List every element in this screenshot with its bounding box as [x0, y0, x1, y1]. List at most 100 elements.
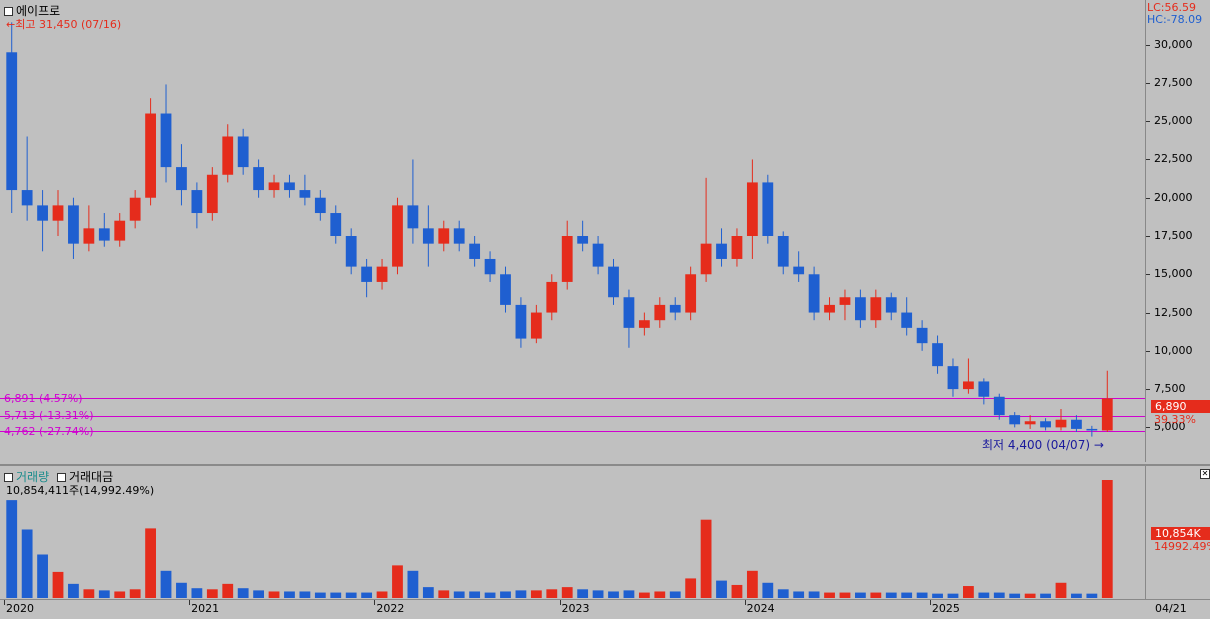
volume-bar	[500, 591, 511, 598]
volume-bar	[577, 589, 589, 598]
candle	[669, 297, 681, 321]
y-tick-label: 22,500	[1154, 152, 1193, 166]
volume-bar	[160, 570, 172, 598]
candle	[700, 177, 712, 282]
candle	[392, 197, 403, 275]
candle	[407, 159, 419, 244]
candle	[222, 124, 234, 183]
candle	[1024, 415, 1036, 429]
level-label-3: 4,762 (-27.74%)	[4, 425, 94, 438]
y-tick-mark	[1146, 121, 1150, 123]
candle	[870, 289, 882, 328]
volume-panel[interactable]: 거래량 거래대금 10,854,411주(14,992.49%)	[0, 466, 1145, 599]
y-tick-label: 7,500	[1154, 382, 1186, 396]
volume-axis[interactable]: ✕ 10,854K 14992.49%	[1145, 466, 1210, 599]
candle	[145, 98, 156, 206]
volume-bar	[870, 592, 882, 598]
pct-tag: 39.33%	[1154, 413, 1196, 426]
candle	[176, 144, 187, 206]
volume-bar	[638, 592, 650, 598]
candle	[98, 213, 110, 247]
volume-bar	[438, 590, 450, 598]
x-tick-label: 2025	[931, 602, 960, 615]
volume-bar	[83, 589, 95, 598]
candle	[947, 358, 959, 397]
candle	[1055, 409, 1067, 431]
candle	[129, 190, 141, 229]
candle	[191, 182, 203, 229]
high-annotation: ←최고 31,450 (07/16)	[6, 16, 121, 32]
candle	[885, 292, 897, 321]
tab-amount[interactable]: 거래대금	[68, 470, 114, 484]
y-tick-label: 27,500	[1154, 75, 1193, 89]
volume-bar	[176, 582, 187, 598]
amount-toggle-icon[interactable]	[56, 473, 66, 482]
volume-bar	[253, 590, 265, 598]
candle	[1101, 370, 1113, 432]
time-axis[interactable]: 2020 2021 2022 2023 2024 2025 04/21	[0, 599, 1210, 619]
volume-bar	[901, 592, 913, 598]
panel-toggle-icon[interactable]	[4, 7, 13, 16]
candle	[808, 266, 820, 321]
candle	[793, 251, 805, 282]
panel-divider[interactable]	[0, 464, 1210, 466]
x-tick-label: 2021	[191, 602, 220, 615]
price-axis[interactable]: LC:56.59 HC:-78.09 30,000 27,500 25,000 22,…	[1145, 0, 1210, 462]
level-label-2: 5,713 (-13.31%)	[4, 409, 94, 422]
lc-label: LC:56.59	[1147, 1, 1197, 14]
y-tick-mark	[1146, 82, 1150, 84]
candle	[330, 205, 342, 244]
volume-bar	[145, 528, 156, 598]
candle	[6, 22, 18, 214]
volume-bar	[669, 591, 681, 598]
candle	[577, 220, 589, 252]
candle	[978, 378, 990, 405]
volume-bar	[237, 588, 249, 598]
candle	[839, 289, 851, 321]
y-tick-label: 30,000	[1154, 37, 1193, 51]
volume-bar	[546, 589, 558, 598]
candle	[638, 312, 650, 336]
y-tick-mark	[1146, 159, 1150, 161]
candle	[268, 174, 280, 198]
candle	[484, 251, 496, 282]
candle	[530, 304, 542, 344]
tab-volume[interactable]: 거래량	[16, 470, 50, 484]
volume-bar	[453, 591, 465, 598]
price-chart[interactable]	[0, 0, 1145, 462]
volume-bar	[268, 591, 280, 598]
candle	[623, 289, 635, 348]
candle	[916, 320, 928, 351]
volume-bar	[6, 500, 18, 598]
y-tick-label: 5,000	[1154, 420, 1186, 434]
y-tick-label: 12,500	[1154, 305, 1193, 319]
volume-bar	[407, 570, 419, 598]
volume-toggle-icon[interactable]	[4, 473, 13, 482]
volume-bar	[731, 584, 743, 598]
y-tick-label: 10,000	[1154, 343, 1193, 357]
candle	[854, 289, 866, 328]
volume-bar	[361, 592, 373, 598]
candle	[299, 174, 311, 206]
price-tag: 6,890	[1151, 400, 1210, 413]
price-panel[interactable]: 에이프로 ←최고 31,450 (07/16) 최저 4,400 (04/07)…	[0, 0, 1145, 462]
right-arrow-icon: →	[1090, 438, 1104, 452]
volume-bar	[685, 578, 697, 598]
volume-bar	[947, 593, 959, 598]
volume-chart[interactable]	[0, 466, 1145, 599]
high-label: 최고 31,450 (07/16)	[15, 18, 122, 31]
candle	[932, 335, 943, 374]
candle	[993, 393, 1005, 420]
candle	[453, 220, 465, 252]
volume-bar	[993, 592, 1005, 598]
candle	[1071, 415, 1082, 432]
y-tick-mark	[1146, 350, 1150, 352]
volume-bar	[700, 519, 712, 598]
candle	[361, 258, 373, 298]
candle	[314, 190, 326, 221]
volume-bar	[376, 591, 388, 598]
left-arrow-icon: ←	[6, 18, 16, 31]
volume-bar	[222, 583, 234, 598]
close-icon[interactable]: ✕	[1200, 469, 1210, 479]
candle	[469, 236, 481, 267]
